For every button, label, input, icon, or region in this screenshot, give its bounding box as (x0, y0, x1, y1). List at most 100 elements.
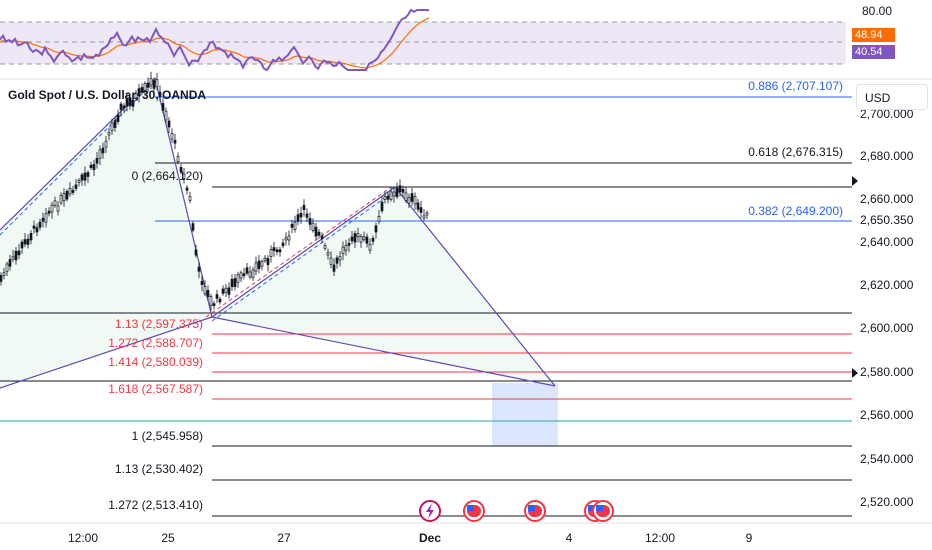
candle-body (206, 289, 210, 297)
candle-body (374, 225, 378, 233)
rsi-ma-badge: 48.94 (852, 28, 895, 42)
candle-body (11, 256, 15, 260)
candle-body (62, 193, 66, 201)
candle-body (377, 216, 381, 222)
candle-body (425, 212, 429, 216)
time-tick: 12:00 (645, 531, 675, 545)
candle-body (287, 235, 291, 241)
channel-line-blue (211, 191, 394, 322)
candle-body (107, 132, 111, 136)
candle-body (44, 213, 48, 223)
candle-body (173, 139, 177, 144)
candle-body (380, 201, 384, 212)
candle-body (215, 294, 219, 299)
candle-body (200, 281, 204, 285)
candle-body (347, 242, 351, 246)
candle-body (119, 103, 123, 111)
pattern-leg-xb (0, 316, 213, 389)
rsi-ma-line (0, 17, 430, 69)
candle-body (308, 218, 312, 225)
candle-body (131, 100, 135, 107)
price-marker-icon (852, 176, 858, 186)
candle-body (356, 233, 360, 237)
pattern-fill-left (0, 78, 212, 388)
candle-body (167, 120, 171, 128)
candle-body (290, 224, 294, 228)
candle-body (35, 227, 39, 233)
candle-body (365, 236, 369, 244)
candle-body (251, 269, 255, 278)
candle-body (83, 172, 87, 181)
candle-body (224, 287, 228, 293)
candle-body (311, 222, 315, 231)
rsi-line (0, 8, 430, 72)
candlestick-series (0, 71, 429, 311)
candle-body (335, 257, 339, 264)
candle-body (212, 303, 216, 307)
fib-label-1618: 1.618 (2,567.587) (108, 382, 203, 396)
candle-body (371, 237, 375, 242)
candle-body (65, 190, 69, 200)
candle-body (14, 250, 18, 261)
candle-body (413, 196, 417, 205)
candle-body (353, 233, 357, 243)
candle-body (389, 191, 393, 200)
candle-body (329, 257, 333, 265)
candle-body (113, 120, 117, 128)
candle-body (56, 205, 60, 212)
time-tick: 27 (277, 531, 291, 545)
us-flag-icon[interactable] (463, 500, 485, 522)
candle-body (86, 172, 90, 177)
candle-body (284, 237, 288, 241)
candle-body (209, 296, 213, 306)
candle-body (275, 249, 279, 253)
time-tick: 4 (566, 531, 573, 545)
candle-body (281, 242, 285, 247)
candle-body (38, 221, 42, 228)
candle-body (401, 188, 405, 193)
time-tick: 9 (746, 531, 753, 545)
currency-button[interactable]: USD (856, 84, 928, 110)
price-tick: 2,700.000 (860, 107, 914, 121)
candle-body (233, 278, 237, 287)
pattern-fill-right (212, 187, 555, 386)
candle-body (152, 80, 156, 89)
price-tick: 2,580.000 (860, 365, 914, 379)
price-tick: 2,600.000 (860, 321, 914, 335)
fib-label-1414: 1.414 (2,580.039) (108, 355, 203, 369)
us-flag-icon[interactable] (524, 500, 546, 522)
candle-body (80, 174, 84, 181)
price-tick: 2,620.000 (860, 278, 914, 292)
candle-body (341, 246, 345, 255)
us-flag-icon[interactable] (592, 500, 614, 522)
candle-body (32, 225, 36, 229)
candle-body (50, 204, 54, 213)
candle-body (110, 122, 114, 131)
candle-body (188, 196, 192, 201)
events-row[interactable] (419, 500, 614, 522)
candle-body (26, 238, 30, 245)
price-tick: 2,650.350 (860, 213, 914, 227)
price-axis[interactable]: 2,700.000 2,680.000 2,660.000 2,650.350 … (852, 107, 914, 509)
candle-body (362, 236, 366, 241)
candle-body (314, 226, 318, 237)
price-marker-icon (852, 368, 858, 378)
candle-body (155, 79, 159, 88)
candle-body (218, 298, 222, 303)
candle-body (359, 236, 363, 243)
candle-body (197, 266, 201, 272)
candle-body (350, 236, 354, 242)
candle-body (74, 184, 78, 189)
price-tick: 2,660.000 (860, 192, 914, 206)
candle-body (320, 235, 324, 240)
candle-body (68, 187, 72, 195)
candle-body (29, 233, 33, 241)
candle-body (296, 214, 300, 222)
candle-body (323, 245, 327, 249)
time-axis[interactable]: 12:00 25 27 Dec 4 12:00 9 (0, 522, 932, 545)
candle-body (266, 258, 270, 266)
flash-event-icon[interactable] (419, 500, 441, 522)
candle-body (260, 261, 264, 267)
